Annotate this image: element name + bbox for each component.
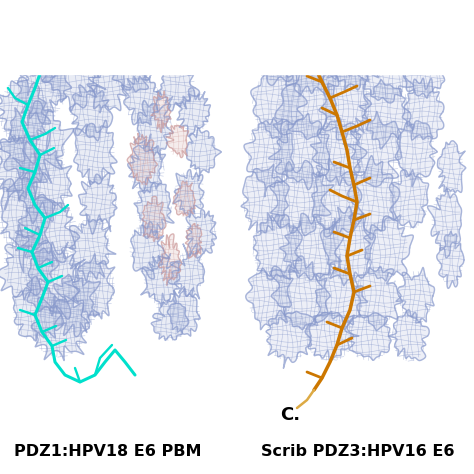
Polygon shape xyxy=(159,234,182,285)
Polygon shape xyxy=(310,118,367,185)
Polygon shape xyxy=(134,177,174,238)
Polygon shape xyxy=(312,159,364,237)
Polygon shape xyxy=(70,214,116,281)
Polygon shape xyxy=(343,2,393,41)
Polygon shape xyxy=(7,130,72,223)
Polygon shape xyxy=(269,113,329,190)
Polygon shape xyxy=(87,62,127,113)
Polygon shape xyxy=(270,256,330,329)
Polygon shape xyxy=(295,5,347,48)
Text: Scrib PDZ3:HPV16 E6: Scrib PDZ3:HPV16 E6 xyxy=(261,445,455,459)
Polygon shape xyxy=(186,210,216,255)
Polygon shape xyxy=(437,231,464,288)
Polygon shape xyxy=(389,310,429,361)
Polygon shape xyxy=(254,213,302,280)
Polygon shape xyxy=(141,254,180,306)
Polygon shape xyxy=(395,121,437,186)
Polygon shape xyxy=(58,6,109,69)
Polygon shape xyxy=(438,141,465,193)
Polygon shape xyxy=(73,120,117,184)
Polygon shape xyxy=(0,131,47,210)
Polygon shape xyxy=(131,222,170,279)
Polygon shape xyxy=(386,4,430,49)
Polygon shape xyxy=(38,41,106,111)
Polygon shape xyxy=(35,4,80,53)
Polygon shape xyxy=(258,4,325,37)
Polygon shape xyxy=(415,18,463,62)
Polygon shape xyxy=(185,224,201,258)
Polygon shape xyxy=(156,62,200,111)
Polygon shape xyxy=(79,173,117,234)
Polygon shape xyxy=(428,188,462,258)
Polygon shape xyxy=(346,313,391,360)
Polygon shape xyxy=(167,288,200,336)
Text: PDZ1:HPV18 E6 PBM: PDZ1:HPV18 E6 PBM xyxy=(14,445,202,459)
Polygon shape xyxy=(402,78,444,140)
Polygon shape xyxy=(0,77,50,152)
Polygon shape xyxy=(15,56,72,123)
Polygon shape xyxy=(142,196,166,241)
Polygon shape xyxy=(253,31,303,85)
Polygon shape xyxy=(270,161,334,236)
Polygon shape xyxy=(121,69,160,125)
Polygon shape xyxy=(0,224,59,300)
Polygon shape xyxy=(173,170,204,218)
Polygon shape xyxy=(319,60,371,140)
Polygon shape xyxy=(320,206,375,286)
Polygon shape xyxy=(251,64,307,143)
Polygon shape xyxy=(279,29,346,96)
Polygon shape xyxy=(166,125,189,157)
Polygon shape xyxy=(72,254,115,319)
Polygon shape xyxy=(31,296,90,361)
Polygon shape xyxy=(0,101,74,183)
Polygon shape xyxy=(127,133,157,185)
Polygon shape xyxy=(1,178,55,273)
Polygon shape xyxy=(151,91,171,133)
Polygon shape xyxy=(314,256,367,330)
Polygon shape xyxy=(246,266,293,329)
Polygon shape xyxy=(244,118,294,197)
Polygon shape xyxy=(400,47,445,98)
Polygon shape xyxy=(134,100,173,160)
Polygon shape xyxy=(326,28,379,90)
Polygon shape xyxy=(280,213,344,280)
Polygon shape xyxy=(173,181,195,215)
Polygon shape xyxy=(348,155,400,240)
Polygon shape xyxy=(275,70,336,139)
Polygon shape xyxy=(13,276,64,341)
Polygon shape xyxy=(176,88,210,137)
Polygon shape xyxy=(359,80,412,149)
Polygon shape xyxy=(112,47,149,92)
Polygon shape xyxy=(168,244,204,299)
Text: C.: C. xyxy=(280,406,300,424)
Polygon shape xyxy=(151,296,189,340)
Polygon shape xyxy=(390,170,428,228)
Polygon shape xyxy=(83,21,128,78)
Polygon shape xyxy=(16,197,80,266)
Polygon shape xyxy=(50,266,100,337)
Polygon shape xyxy=(354,266,402,330)
Polygon shape xyxy=(0,14,74,82)
Polygon shape xyxy=(396,267,435,323)
Polygon shape xyxy=(343,111,401,186)
Polygon shape xyxy=(128,134,165,193)
Polygon shape xyxy=(363,41,414,103)
Polygon shape xyxy=(241,164,289,233)
Polygon shape xyxy=(266,310,314,368)
Polygon shape xyxy=(186,128,221,180)
Polygon shape xyxy=(27,242,85,319)
Polygon shape xyxy=(305,312,358,362)
Polygon shape xyxy=(364,216,413,281)
Polygon shape xyxy=(70,85,113,141)
